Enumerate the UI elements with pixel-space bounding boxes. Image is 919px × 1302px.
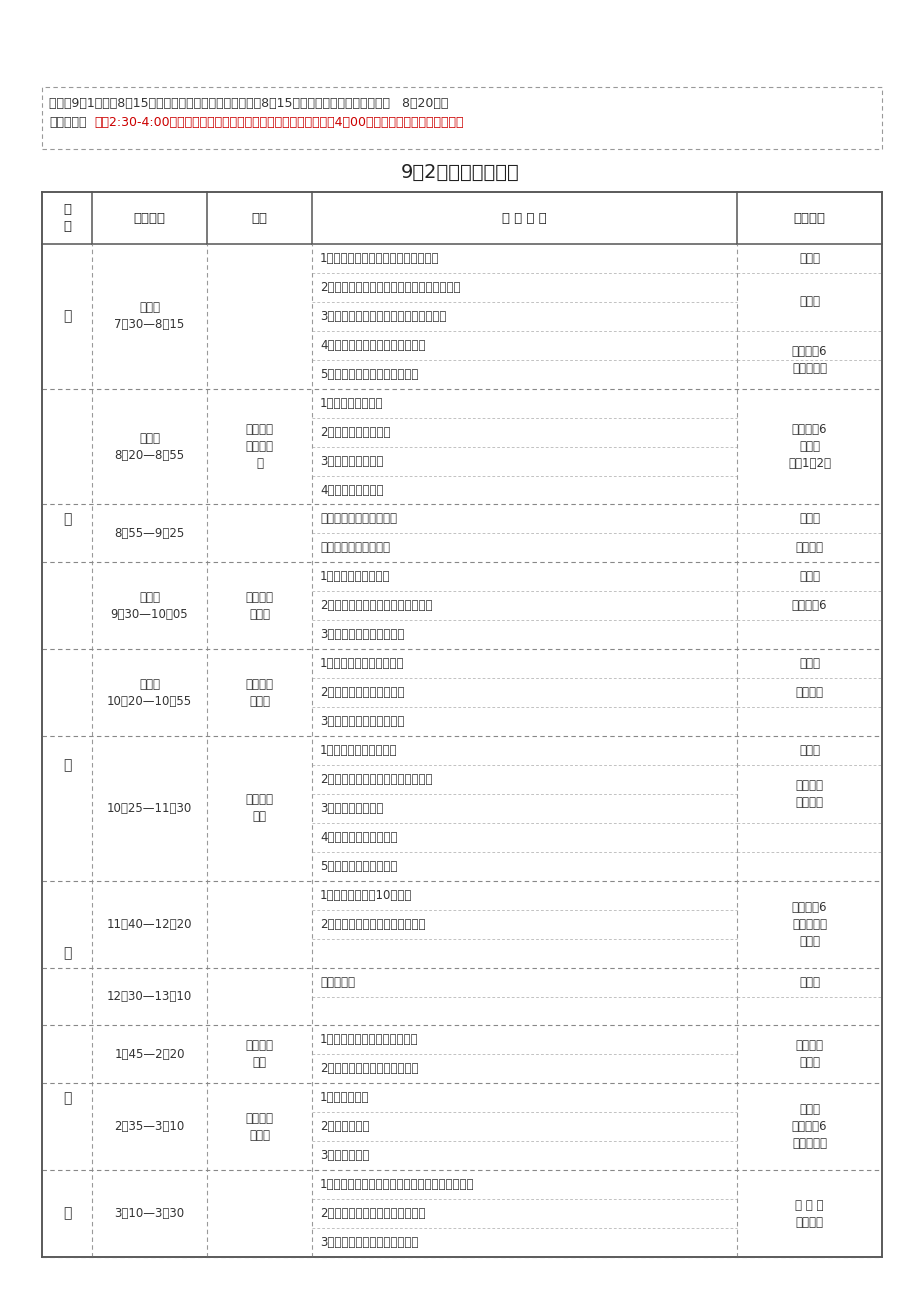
Text: 班主任: 班主任	[798, 975, 819, 988]
Text: 协助教师: 协助教师	[795, 686, 823, 699]
Text: 2、进出办公室礼仪；: 2、进出办公室礼仪；	[320, 426, 390, 439]
Text: 学做眼保
健操: 学做眼保 健操	[245, 1039, 273, 1069]
Text: 班主任: 班主任	[798, 658, 819, 671]
Text: 1、教室卫生及环境保护；: 1、教室卫生及环境保护；	[320, 658, 404, 671]
Text: 8：55—9：25: 8：55—9：25	[114, 527, 185, 540]
Text: 午
别: 午 别	[62, 203, 71, 233]
Text: 1、进校离校礼仪；: 1、进校离校礼仪；	[320, 397, 383, 410]
Text: 4、餐后餐具正确摆放；: 4、餐后餐具正确摆放；	[320, 831, 397, 844]
Text: 正式上课。: 正式上课。	[49, 116, 86, 129]
Text: 中: 中	[62, 758, 71, 772]
Text: 3、公共卫生及环境保护。: 3、公共卫生及环境保护。	[320, 715, 404, 728]
Text: 协助教师6: 协助教师6	[791, 599, 826, 612]
Text: 第一节
8：20—8：55: 第一节 8：20—8：55	[114, 431, 185, 462]
Text: 负责教师: 负责教师	[792, 211, 824, 224]
Text: 3、学生安静就餐；: 3、学生安静就餐；	[320, 802, 383, 815]
Text: 班 主 任
协助教师: 班 主 任 协助教师	[794, 1199, 823, 1229]
Text: 协助教师6
或值日教师
信息员: 协助教师6 或值日教师 信息员	[791, 901, 826, 948]
Text: 第三节
10：20—10：55: 第三节 10：20—10：55	[107, 677, 192, 707]
Text: 学习习惯
我养成: 学习习惯 我养成	[245, 591, 273, 621]
Text: 班主任
协助教师6
或值日教师: 班主任 协助教师6 或值日教师	[791, 1103, 826, 1150]
Text: 2、握笔姿势；: 2、握笔姿势；	[320, 1120, 369, 1133]
Text: 校园环境
我保护: 校园环境 我保护	[245, 677, 273, 707]
Text: 午: 午	[62, 512, 71, 526]
Text: 值日教师: 值日教师	[795, 542, 823, 555]
Text: 下午2:30-4:00家长参加在演艺厅举行的一年级新生家长学习会，4：00家长在教室门口接孩子离校。: 下午2:30-4:00家长参加在演艺厅举行的一年级新生家长学习会，4：00家长在…	[94, 116, 463, 129]
Text: 班主任: 班主任	[798, 743, 819, 756]
Text: 3：10—3：30: 3：10—3：30	[114, 1207, 185, 1220]
Text: 协助教师6
或值日教师: 协助教师6 或值日教师	[791, 345, 826, 375]
Text: 2、餐厅卫生及环境保护；: 2、餐厅卫生及环境保护；	[320, 686, 404, 699]
Text: 班主任: 班主任	[798, 570, 819, 583]
Text: 班主任: 班主任	[798, 513, 819, 526]
Text: 具体时间: 具体时间	[133, 211, 165, 224]
Text: 1、排队有序进入餐厅；: 1、排队有序进入餐厅；	[320, 743, 397, 756]
Text: 2、学做眼保健操第三、四节。: 2、学做眼保健操第三、四节。	[320, 1062, 418, 1075]
Text: 班主任: 班主任	[798, 296, 819, 309]
Text: 1、读书姿势；: 1、读书姿势；	[320, 1091, 369, 1104]
Text: 1、复习眼保健操第一、二节；: 1、复习眼保健操第一、二节；	[320, 1034, 418, 1047]
Text: 1：45—2：20: 1：45—2：20	[114, 1048, 185, 1061]
Text: 5、独立直接回到教室。: 5、独立直接回到教室。	[320, 859, 397, 872]
Text: 9月2日活动内容安排: 9月2日活动内容安排	[400, 163, 519, 181]
Text: 10：25—11：30: 10：25—11：30	[107, 802, 192, 815]
Text: 1、认识铃声及作用；: 1、认识铃声及作用；	[320, 570, 390, 583]
Text: 德育处: 德育处	[798, 253, 819, 266]
Text: 活 动 内 容: 活 动 内 容	[502, 211, 546, 224]
Text: 准备节
7：30—8：15: 准备节 7：30—8：15	[114, 301, 185, 331]
Text: 下: 下	[62, 1091, 71, 1105]
Text: 2：35—3：10: 2：35—3：10	[114, 1120, 185, 1133]
Text: 大课间活动（自由休息）: 大课间活动（自由休息）	[320, 513, 397, 526]
Text: 3、上课坐姿及发言要求。: 3、上课坐姿及发言要求。	[320, 629, 404, 641]
Text: 学生午休；: 学生午休；	[320, 975, 355, 988]
Text: 5、在教室巡视指导学生早读。: 5、在教室巡视指导学生早读。	[320, 367, 418, 380]
Bar	[42, 87, 881, 148]
Text: 备注：9月1日上午8：15前，家长把学生送入相应的班级，8：15后值日教师劝所有家长离校，   8：20学生: 备注：9月1日上午8：15前，家长把学生送入相应的班级，8：15后值日教师劝所有…	[49, 98, 448, 109]
Text: 读写姿势
要正确: 读写姿势 要正确	[245, 1112, 273, 1142]
Text: 3、写字资料。: 3、写字资料。	[320, 1150, 369, 1163]
Text: 1、学校行政人员在校门口迎接新生；: 1、学校行政人员在校门口迎接新生；	[320, 253, 439, 266]
Text: 2、提示下一阶段学习注意事项；: 2、提示下一阶段学习注意事项；	[320, 1207, 425, 1220]
Text: 午: 午	[62, 1207, 71, 1220]
Text: 4、在教室内管理已到本班学生；: 4、在教室内管理已到本班学生；	[320, 339, 425, 352]
Text: 第二节
9：30—10：05: 第二节 9：30—10：05	[110, 591, 188, 621]
Text: 协助教师
值日教师: 协助教师 值日教师	[795, 779, 823, 809]
Text: 2、在教室门口迎接新生并为新生佩戴校徽；: 2、在教室门口迎接新生并为新生佩戴校徽；	[320, 281, 460, 294]
Text: 我是懂礼
貌的小学
生: 我是懂礼 貌的小学 生	[245, 423, 273, 470]
Text: 课题: 课题	[251, 211, 267, 224]
Text: 1、一天工作学习生活小结及表彰适应性优秀生；: 1、一天工作学习生活小结及表彰适应性优秀生；	[320, 1178, 474, 1191]
Text: 午: 午	[62, 947, 71, 960]
Text: 2、课前学习用具准备及课后整理；: 2、课前学习用具准备及课后整理；	[320, 599, 432, 612]
Text: 12：30—13：10: 12：30—13：10	[107, 990, 192, 1003]
Text: 了解课后学生活动情况: 了解课后学生活动情况	[320, 542, 390, 555]
Text: 1、学生饭后休息10分钟；: 1、学生饭后休息10分钟；	[320, 889, 412, 902]
Text: 上: 上	[62, 310, 71, 323]
Text: 学生中午
就餐: 学生中午 就餐	[245, 793, 273, 823]
Text: 3、师生之间礼仪；: 3、师生之间礼仪；	[320, 454, 383, 467]
Text: 3、在教室门口登记已到本班学生名单；: 3、在教室门口登记已到本班学生名单；	[320, 310, 446, 323]
Text: 11：40—12：20: 11：40—12：20	[107, 918, 192, 931]
Text: 2、排队领取午饭后找到餐位就坐；: 2、排队领取午饭后找到餐位就坐；	[320, 773, 432, 786]
Text: 3、安排当天卫生打扫值日生。: 3、安排当天卫生打扫值日生。	[320, 1236, 418, 1249]
Text: 4、同学之间礼仪。: 4、同学之间礼仪。	[320, 483, 383, 496]
Text: 体育教师
班主任: 体育教师 班主任	[795, 1039, 823, 1069]
Text: 协助教师6
班主任
（先1后2）: 协助教师6 班主任 （先1后2）	[788, 423, 830, 470]
Text: 2、观看校园安全动画片（二）。: 2、观看校园安全动画片（二）。	[320, 918, 425, 931]
